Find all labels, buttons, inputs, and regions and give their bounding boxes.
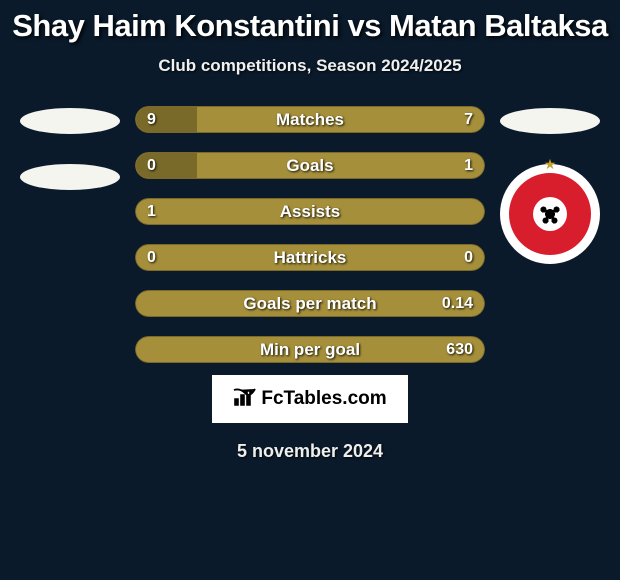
stat-bar: Min per goal 630 [135,336,485,363]
chart-icon [233,387,257,411]
stat-value-left: 9 [147,111,156,129]
stat-label: Goals per match [243,294,376,314]
stat-label: Min per goal [260,340,360,360]
club-badge-inner [509,173,591,255]
soccer-ball-icon [533,197,567,231]
subtitle: Club competitions, Season 2024/2025 [158,56,461,76]
stats-area: Matches97Goals01Assists1Hattricks00Goals… [0,106,620,363]
stat-label: Assists [280,202,340,222]
bar-fill-left [136,153,197,178]
stat-value-right: 1 [464,157,473,175]
stat-value-left: 0 [147,249,156,267]
branding-text: FcTables.com [261,388,386,410]
stat-bar: Goals 0 1 [135,152,485,179]
stat-bar: Matches 9 7 [135,106,485,133]
player-avatar-placeholder [500,108,600,134]
left-player-col [15,106,125,190]
player-avatar-placeholder [20,108,120,134]
date-text: 5 november 2024 [237,441,383,462]
bar-fill-left [136,107,197,132]
club-badge: ★ [500,164,600,264]
stat-value-right: 630 [446,341,473,359]
right-player-col: ★ [495,106,605,264]
stat-bar: Goals per match 0.14 [135,290,485,317]
stat-value-right: 0 [464,249,473,267]
stat-value-right: 0.14 [442,295,473,313]
branding-panel: FcTables.com [212,375,408,423]
stat-value-right: 7 [464,111,473,129]
stat-label: Hattricks [274,248,347,268]
comparison-bars: Matches97Goals01Assists1Hattricks00Goals… [135,106,485,363]
stat-bar: Hattricks 0 0 [135,244,485,271]
stat-bar: Assists 1 [135,198,485,225]
page-title: Shay Haim Konstantini vs Matan Baltaksa [12,8,608,44]
stat-label: Goals [286,156,333,176]
stat-value-left: 1 [147,203,156,221]
stat-label: Matches [276,110,344,130]
player-club-placeholder [20,164,120,190]
star-icon: ★ [544,156,557,173]
stat-value-left: 0 [147,157,156,175]
